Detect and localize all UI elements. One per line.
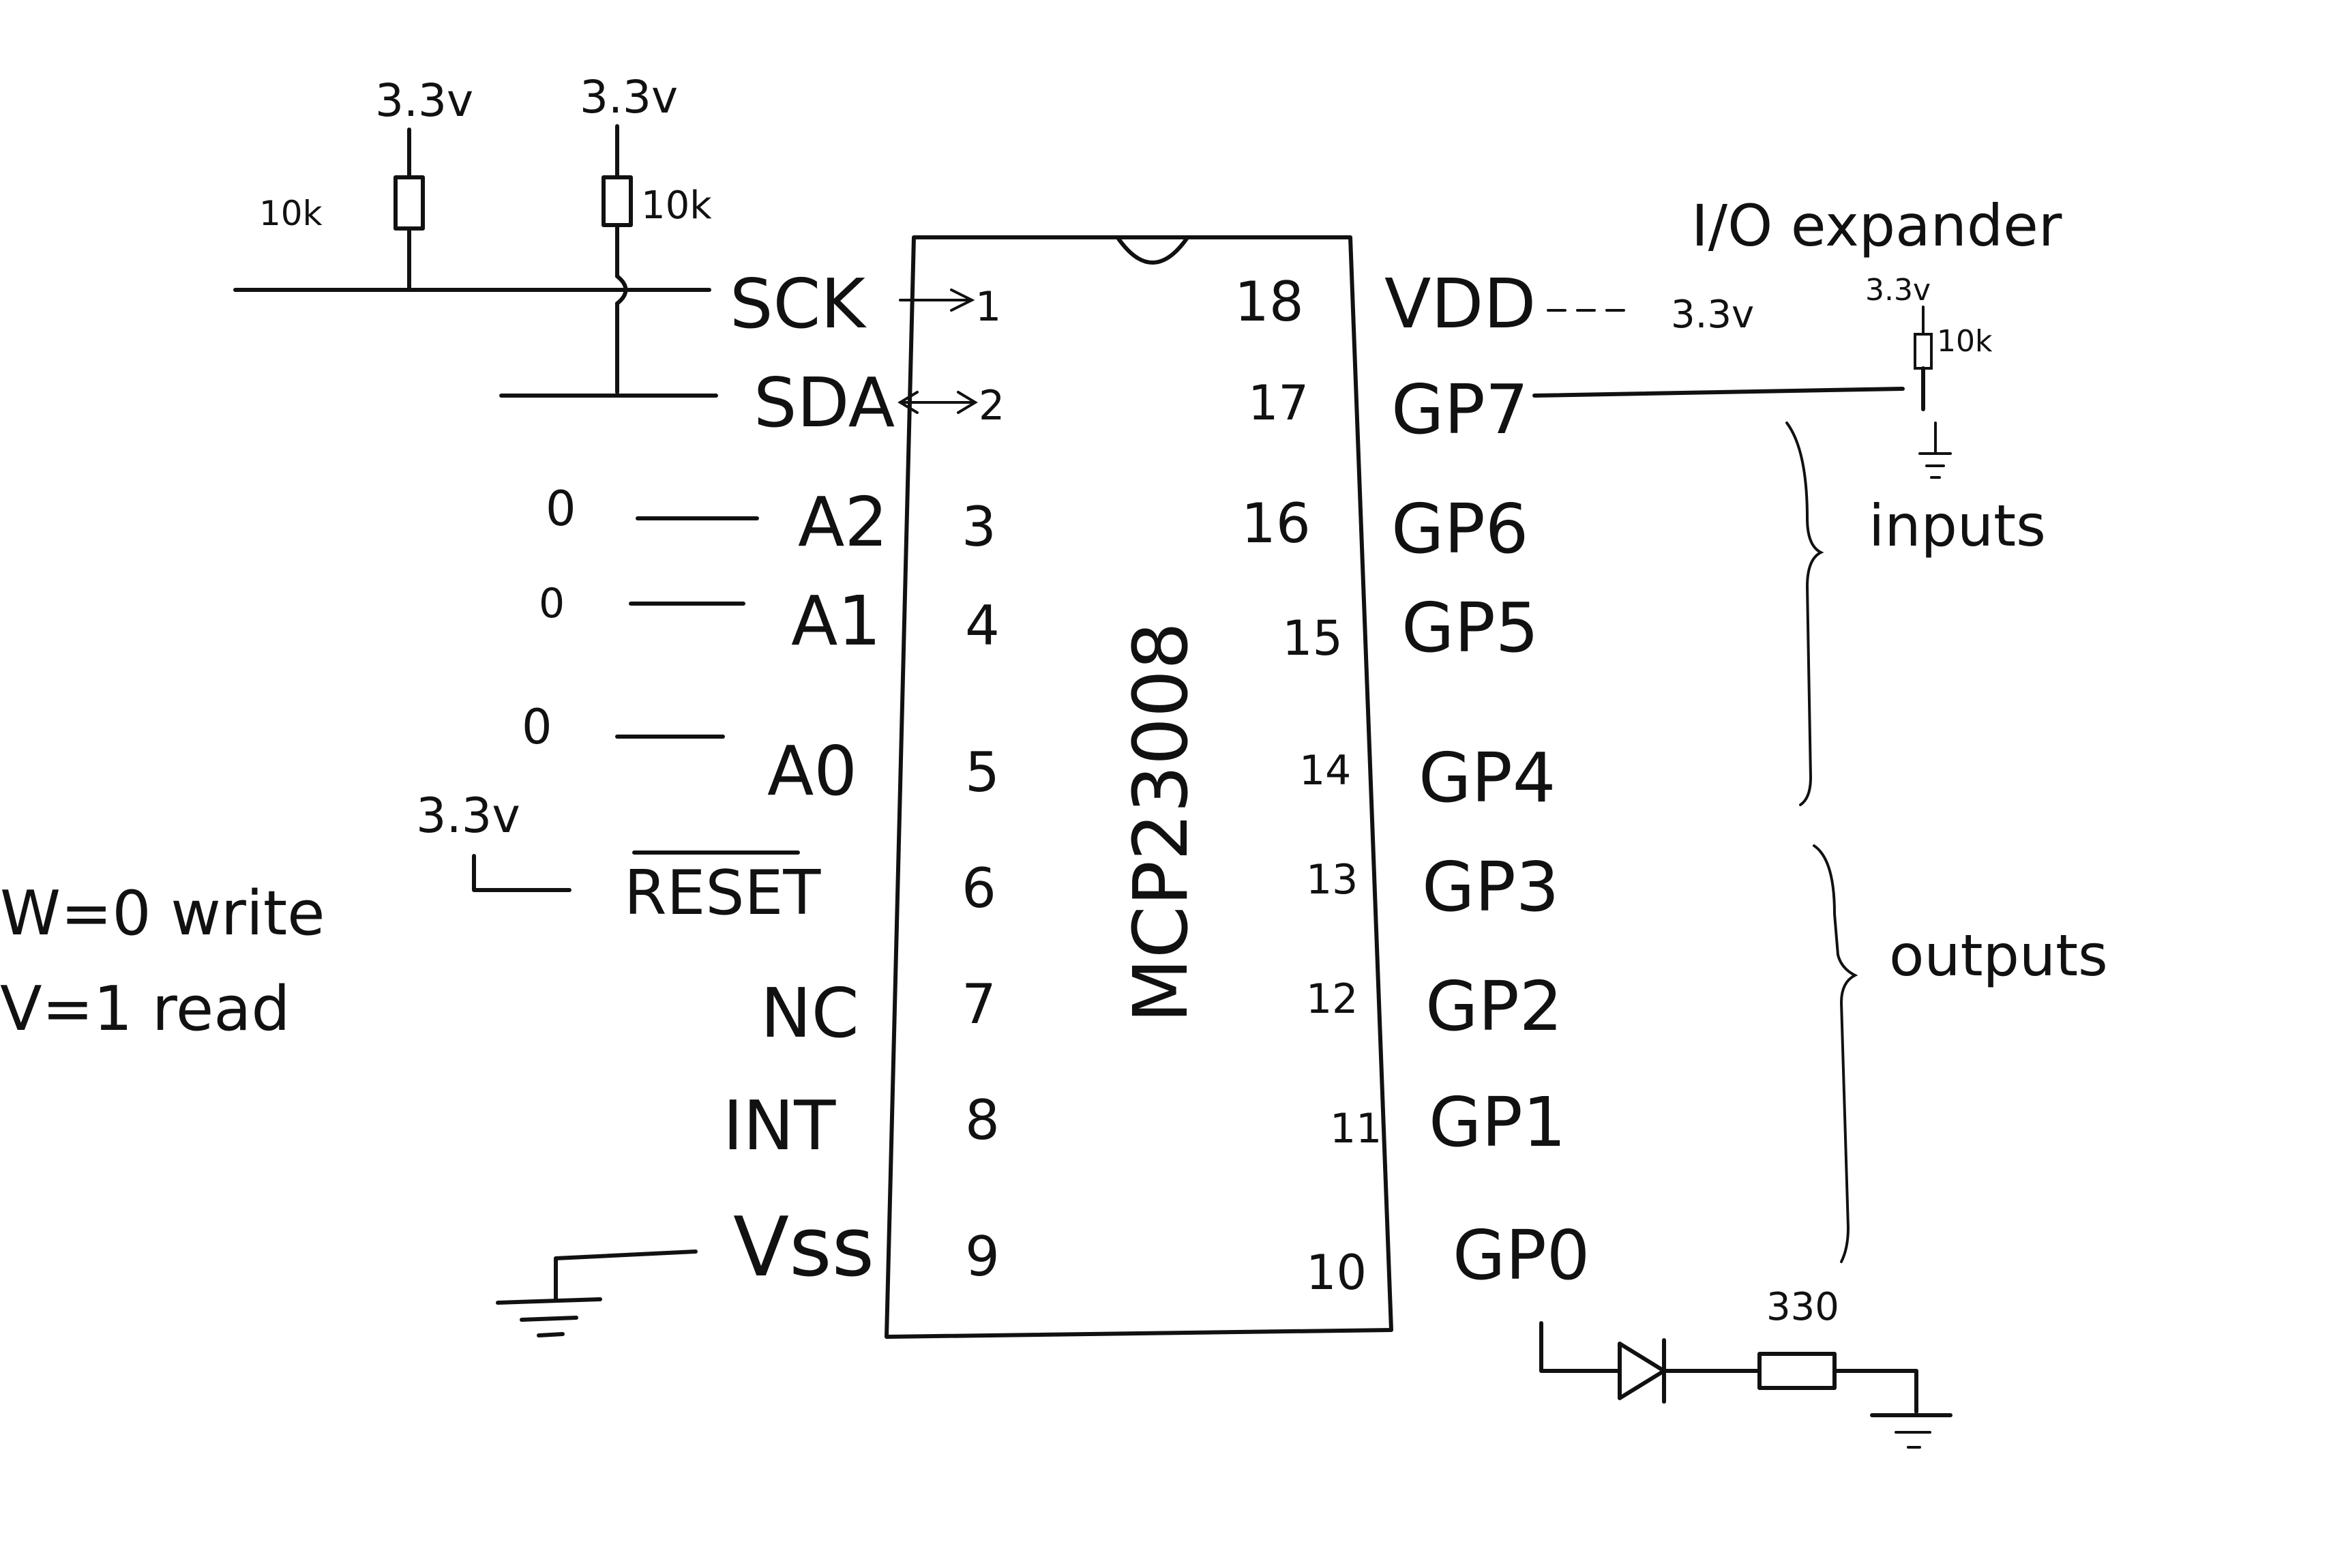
pin-num-12: 12	[1306, 975, 1358, 1023]
gp0-led-circuit: 330	[1539, 1285, 1952, 1449]
sda-pullup: 3.3v 10k	[580, 71, 712, 394]
scl-pullup: 3.3v 10k	[259, 74, 473, 292]
pin-num-18: 18	[1234, 270, 1304, 334]
a0-value: 0	[522, 699, 552, 755]
resistor-symbol	[602, 175, 633, 227]
pin-label-a1: A1	[791, 581, 881, 661]
gp7-input-circuit: 3.3v 10k	[1532, 273, 1993, 479]
pin-num-4: 4	[965, 594, 1000, 657]
pin-label-int: INT	[723, 1086, 836, 1166]
chip-name: MCP23008	[1117, 622, 1204, 1023]
pin-num-15: 15	[1282, 610, 1343, 666]
pin-label-a0: A0	[767, 731, 857, 811]
pin-label-gp5: GP5	[1401, 588, 1539, 668]
a1-value: 0	[539, 580, 565, 627]
vss-ground	[496, 1249, 698, 1337]
pin-num-8: 8	[965, 1089, 1000, 1152]
pin-label-gp1: GP1	[1429, 1082, 1566, 1162]
led-res-label: 330	[1766, 1285, 1839, 1329]
a2-value: 0	[546, 481, 576, 537]
inputs-label: inputs	[1869, 492, 2046, 559]
resistor-symbol	[394, 175, 425, 231]
pin-num-11: 11	[1330, 1105, 1382, 1153]
scl-res-label: 10k	[259, 194, 323, 233]
pin-label-gp4: GP4	[1419, 738, 1556, 818]
pin-label-gp0: GP0	[1453, 1215, 1590, 1295]
pin-label-vss: Vss	[733, 1200, 874, 1295]
resistor-symbol	[1914, 333, 1933, 370]
pin-label-gp6: GP6	[1391, 489, 1528, 569]
resistor-symbol	[1757, 1352, 1837, 1390]
pin-num-17: 17	[1248, 375, 1309, 431]
gp7-res-label: 10k	[1937, 324, 1993, 359]
gp7-supply-label: 3.3v	[1865, 273, 1931, 308]
pin-label-gp3: GP3	[1422, 847, 1559, 927]
pin-label-sda: SDA	[754, 363, 895, 443]
pin-label-reset: RESET	[624, 857, 821, 929]
pin-num-16: 16	[1241, 492, 1311, 555]
pin-label-gp7: GP7	[1391, 370, 1528, 449]
outputs-brace	[1813, 844, 1858, 1263]
pin-num-13: 13	[1306, 856, 1358, 904]
pin-label-gp2: GP2	[1425, 966, 1562, 1046]
reset-pullup: 3.3v	[416, 788, 571, 892]
pin-num-9: 9	[965, 1225, 1000, 1288]
pin-num-3: 3	[962, 495, 996, 559]
rw-read-note: V=1 read	[0, 973, 291, 1045]
sda-res-label: 10k	[641, 183, 712, 228]
pin-label-nc: NC	[760, 973, 859, 1053]
pin-label-sck: SCK	[730, 264, 867, 344]
right-pins: 18 VDD 17 GP7 16 GP6 15 GP5 14 GP4 13 GP…	[1234, 264, 1590, 1301]
inputs-brace	[1785, 421, 1824, 806]
pin-label-vdd: VDD	[1384, 264, 1536, 344]
sda-arrow	[897, 391, 978, 414]
chip-body	[885, 235, 1393, 1339]
pin-num-7: 7	[962, 973, 996, 1036]
pin-num-10: 10	[1306, 1245, 1367, 1301]
pin-num-5: 5	[965, 741, 1000, 804]
pin-num-6: 6	[962, 857, 996, 920]
title-label: I/O expander	[1691, 192, 2062, 259]
scl-arrow	[899, 289, 975, 312]
led-diode-symbol	[1618, 1342, 1666, 1400]
pin-num-1: 1	[975, 283, 1001, 331]
sda-supply-label: 3.3v	[580, 71, 678, 123]
rw-write-note: W=0 write	[0, 878, 325, 949]
address-ties: 0 0 0	[522, 481, 759, 755]
reset-supply-label: 3.3v	[416, 788, 520, 844]
outputs-label: outputs	[1889, 922, 2108, 989]
chip-notch	[1116, 237, 1189, 265]
pin-label-a2: A2	[798, 482, 888, 562]
left-pins: SCK 1 SDA 2 A2 3 A1 4 A0 5 RESET 6 NC 7 …	[624, 264, 1005, 1295]
pin-num-2: 2	[979, 382, 1005, 430]
scl-supply-label: 3.3v	[375, 74, 473, 127]
vdd-supply-label: 3.3v	[1671, 293, 1754, 337]
pin-num-14: 14	[1299, 747, 1351, 795]
